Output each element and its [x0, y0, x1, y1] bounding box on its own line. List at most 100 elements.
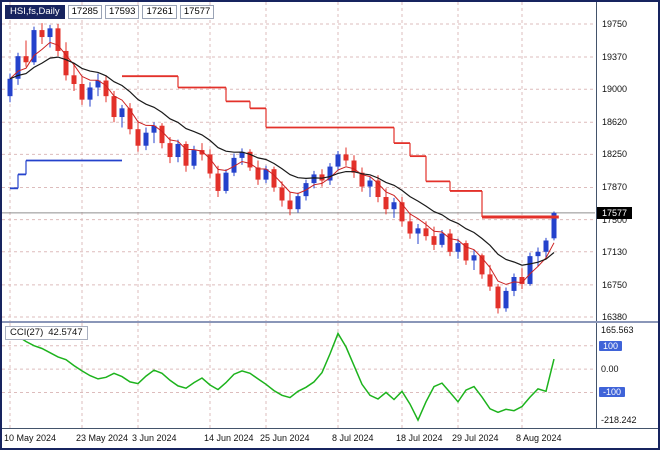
date-axis-label: 10 May 2024 [4, 433, 57, 443]
cci-level-badge: -100 [599, 387, 626, 398]
candle-bull [31, 30, 37, 63]
candle-bull [503, 290, 509, 309]
candle-bear [343, 154, 349, 161]
date-axis-label: 8 Aug 2024 [516, 433, 562, 443]
candle-bull [471, 255, 477, 261]
candle-bull [415, 228, 421, 234]
candle-bear [359, 172, 365, 187]
price-axis-label: 19000 [602, 84, 628, 95]
price-axis-label: 16380 [602, 312, 628, 322]
candle-bull [119, 108, 125, 118]
candle-bear [431, 236, 437, 245]
candle-bull [231, 157, 237, 173]
ma-fast-line [9, 41, 555, 285]
price-axis-label: 17500 [602, 214, 628, 225]
cci-axis-label: 0.00 [601, 364, 619, 375]
cci-level-badge: 100 [599, 340, 623, 351]
date-axis-label: 8 Jul 2024 [332, 433, 374, 443]
candle-bear [271, 169, 277, 188]
candle-bull [263, 169, 269, 180]
cci-indicator-label: CCI(27) [10, 327, 44, 338]
candle-bull [223, 172, 229, 191]
price-axis-label: 16750 [602, 279, 628, 290]
candle-bull [455, 243, 461, 252]
candle-bull [239, 151, 245, 158]
cci-panel-canvas[interactable] [2, 323, 595, 428]
candle-bear [519, 277, 525, 284]
candle-bear [287, 200, 293, 210]
candle-bull [327, 166, 333, 181]
candle-bear [39, 30, 45, 38]
price-axis[interactable]: 19750 19370 19000 18620 18250 17870 17500 17130… [596, 2, 658, 322]
date-axis-label: 14 Jun 2024 [204, 433, 254, 443]
cci-axis-label: -218.242 [601, 415, 637, 426]
candle-bull [439, 233, 445, 245]
candle-bear [407, 221, 413, 234]
cci-indicator-value: 42.5747 [48, 327, 83, 338]
candle-bull [175, 143, 181, 158]
candle-bull [87, 87, 93, 100]
price-axis-label: 19370 [602, 52, 628, 63]
candle-bear [487, 274, 493, 287]
candle-bull [295, 196, 301, 210]
candle-bear [423, 228, 429, 237]
date-axis-label: 25 Jun 2024 [260, 433, 310, 443]
close-value: 17577 [179, 5, 215, 19]
price-chart-canvas[interactable] [2, 2, 595, 321]
candle-bull [543, 240, 549, 252]
candle-bear [23, 56, 29, 63]
candle-bull [143, 132, 149, 146]
candle-bull [551, 212, 557, 239]
candle-bull [535, 251, 541, 257]
candle-bear [383, 197, 389, 210]
date-axis-label: 23 May 2024 [76, 433, 129, 443]
candle-bear [207, 154, 213, 174]
panel-separator[interactable] [2, 321, 658, 323]
candle-bull [151, 125, 157, 133]
candle-bear [135, 129, 141, 146]
candle-bear [199, 150, 205, 155]
candle-bear [319, 174, 325, 181]
candle-bear [183, 143, 189, 166]
candle-bear [247, 151, 253, 168]
date-axis-label: 29 Jul 2024 [452, 433, 499, 443]
open-value: 17285 [67, 5, 103, 19]
date-axis[interactable]: 10 May 2024 23 May 2024 3 Jun 2024 14 Jun 2… [2, 429, 658, 448]
cci-axis-label: 165.563 [601, 325, 634, 336]
low-value: 17261 [142, 5, 177, 19]
high-value: 17593 [105, 5, 140, 19]
candle-bull [95, 80, 101, 88]
candle-bull [311, 174, 317, 184]
date-axis-label: 3 Jun 2024 [132, 433, 177, 443]
candle-bear [447, 233, 453, 252]
ma-slow-line [9, 56, 555, 266]
date-axis-separator [2, 428, 658, 429]
cci-line [9, 329, 555, 422]
candle-bear [463, 243, 469, 261]
candle-bull [367, 180, 373, 187]
price-axis-label: 18250 [602, 149, 628, 160]
candle-bear [111, 96, 117, 118]
candle-bull [511, 277, 517, 291]
candle-bear [63, 50, 69, 76]
candle-bear [167, 143, 173, 158]
candle-bull [7, 78, 13, 97]
price-axis-label: 17130 [602, 246, 628, 257]
candle-bear [103, 80, 109, 97]
candle-bear [215, 173, 221, 191]
candle-bear [71, 75, 77, 84]
candle-bear [375, 180, 381, 198]
candle-bull [191, 150, 197, 166]
current-price-tag: 17577 [597, 206, 633, 219]
cci-indicator-header: CCI(27) 42.5747 [5, 326, 88, 340]
symbol-period-label: HSI,fs,Daily [5, 5, 65, 19]
price-axis-label: 17870 [602, 182, 628, 193]
candle-bear [279, 187, 285, 201]
candle-bull [335, 154, 341, 167]
candle-bear [79, 83, 85, 100]
candle-bull [527, 256, 533, 284]
date-axis-label: 18 Jul 2024 [396, 433, 443, 443]
cci-axis[interactable]: 165.563 100 0.00 -100 -218.242 [596, 323, 658, 428]
candle-bear [495, 286, 501, 309]
